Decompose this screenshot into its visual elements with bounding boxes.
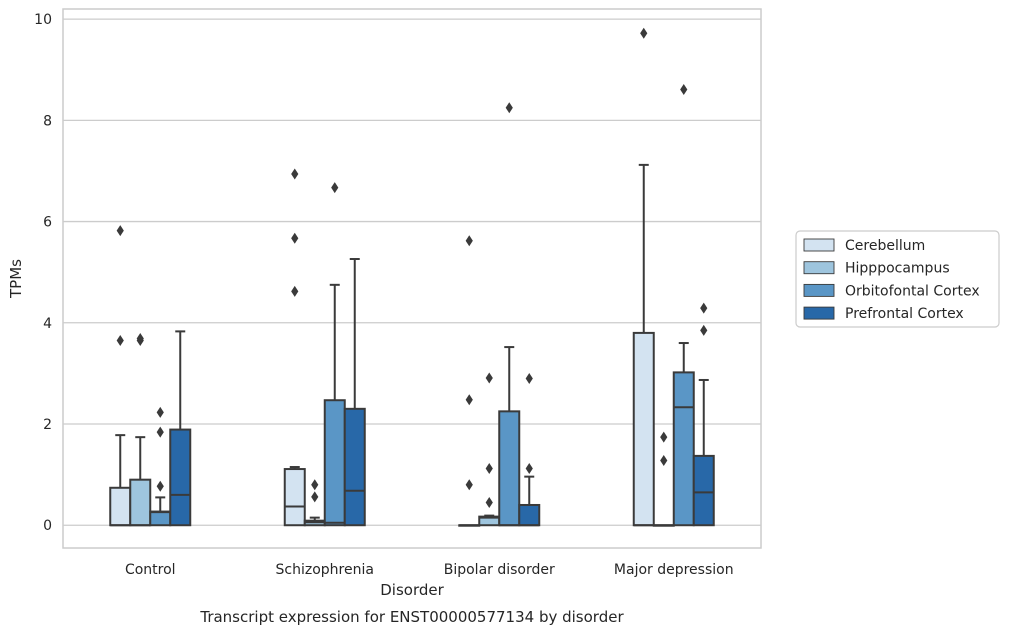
outlier-point bbox=[660, 454, 668, 466]
y-axis-label: TPMs bbox=[7, 259, 25, 299]
box-body bbox=[672, 371, 695, 527]
y-tick-label: 2 bbox=[43, 417, 52, 433]
box-body bbox=[632, 331, 655, 527]
box-orbitofontal-cortex bbox=[323, 182, 346, 527]
box-prefrontal-cortex bbox=[169, 330, 192, 527]
outlier-point bbox=[156, 406, 164, 418]
box-body bbox=[692, 454, 715, 527]
legend-frame bbox=[795, 230, 1000, 328]
gridlines bbox=[63, 18, 761, 526]
box-orbitofontal-cortex bbox=[149, 406, 172, 527]
box-hipppocampus bbox=[129, 332, 152, 527]
box-body bbox=[283, 468, 306, 527]
outlier-point bbox=[291, 232, 299, 244]
box-prefrontal-cortex bbox=[343, 258, 366, 527]
outlier-point bbox=[116, 334, 124, 346]
chart-title: Transcript expression for ENST0000057713… bbox=[199, 608, 624, 626]
outlier-point bbox=[505, 102, 513, 114]
outlier-point bbox=[680, 83, 688, 95]
legend-entry-label: Orbitofontal Cortex bbox=[845, 283, 980, 299]
outlier-point bbox=[485, 372, 493, 384]
outlier-point bbox=[485, 496, 493, 508]
outlier-point bbox=[465, 235, 473, 247]
box-body bbox=[149, 510, 172, 527]
box-hipppocampus bbox=[303, 479, 326, 527]
x-axis-ticks: Control Schizophrenia Bipolar disorder Majo… bbox=[125, 562, 734, 578]
outlier-point bbox=[660, 431, 668, 443]
y-tick-label: 10 bbox=[34, 12, 52, 28]
outlier-point bbox=[700, 324, 708, 336]
y-tick-label: 0 bbox=[43, 518, 52, 534]
x-tick-label: Control bbox=[125, 562, 176, 578]
outlier-point bbox=[156, 426, 164, 438]
box-body bbox=[323, 399, 346, 527]
legend-swatch bbox=[803, 238, 835, 252]
x-tick-label: Schizophrenia bbox=[276, 562, 374, 578]
x-tick-label: Major depression bbox=[614, 562, 734, 578]
outlier-point bbox=[311, 479, 319, 491]
box-hipppocampus bbox=[478, 372, 501, 527]
outlier-point bbox=[485, 463, 493, 475]
legend-swatch bbox=[803, 261, 835, 275]
plot-area-frame bbox=[62, 8, 762, 549]
box-orbitofontal-cortex bbox=[498, 102, 521, 527]
legend-entry-label: Cerebellum bbox=[845, 238, 925, 254]
box-body bbox=[109, 486, 132, 527]
outlier-point bbox=[156, 480, 164, 492]
outlier-point bbox=[525, 463, 533, 475]
outlier-point bbox=[331, 182, 339, 194]
box-body bbox=[518, 503, 541, 527]
y-tick-label: 8 bbox=[43, 113, 52, 129]
outlier-point bbox=[465, 394, 473, 406]
outlier-point bbox=[116, 225, 124, 237]
box-body bbox=[129, 478, 152, 527]
legend-entry-label: Prefrontal Cortex bbox=[845, 306, 964, 322]
outlier-point bbox=[136, 332, 144, 344]
box-body bbox=[498, 410, 521, 527]
legend-swatch bbox=[803, 283, 835, 297]
outlier-point bbox=[291, 285, 299, 297]
y-tick-label: 6 bbox=[43, 215, 52, 231]
outlier-point bbox=[311, 491, 319, 503]
box-cerebellum bbox=[283, 168, 306, 527]
box-body bbox=[343, 407, 366, 527]
x-axis-label: Disorder bbox=[380, 581, 444, 599]
y-tick-label: 4 bbox=[43, 316, 52, 332]
legend-entry-label: Hipppocampus bbox=[845, 261, 950, 277]
y-axis-ticks: 0 2 4 6 8 10 bbox=[34, 12, 52, 534]
box-prefrontal-cortex bbox=[518, 372, 541, 527]
box-cerebellum bbox=[632, 27, 655, 527]
outlier-point bbox=[525, 372, 533, 384]
box-hipppocampus bbox=[652, 431, 675, 527]
legend: Cerebellum Hipppocampus Orbitofontal Corte… bbox=[795, 230, 1000, 328]
x-tick-label: Bipolar disorder bbox=[444, 562, 555, 578]
outlier-point bbox=[465, 479, 473, 491]
box-groups bbox=[109, 27, 715, 527]
box-orbitofontal-cortex bbox=[672, 83, 695, 527]
legend-swatch bbox=[803, 306, 835, 320]
box-cerebellum bbox=[458, 235, 481, 527]
box-body bbox=[169, 428, 192, 527]
box-cerebellum bbox=[109, 225, 132, 527]
outlier-point bbox=[291, 168, 299, 180]
box-prefrontal-cortex bbox=[692, 302, 715, 527]
outlier-point bbox=[640, 27, 648, 39]
outlier-point bbox=[700, 302, 708, 314]
